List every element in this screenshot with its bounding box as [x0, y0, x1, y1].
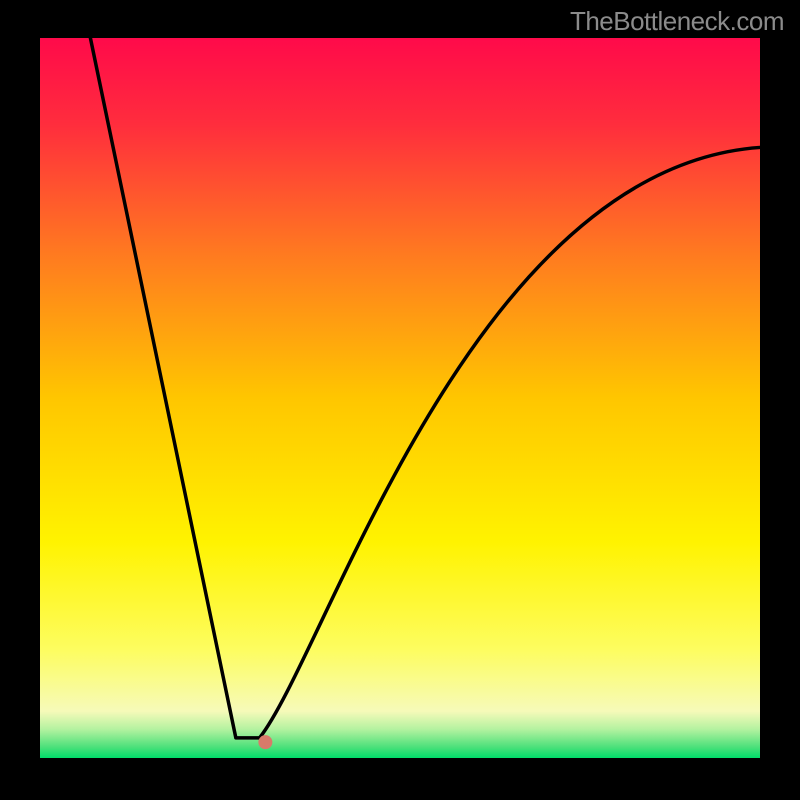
optimal-point-marker — [258, 735, 272, 749]
bottleneck-chart — [0, 0, 800, 800]
chart-container: TheBottleneck.com — [0, 0, 800, 800]
watermark-text: TheBottleneck.com — [570, 6, 784, 37]
plot-area — [40, 38, 760, 758]
